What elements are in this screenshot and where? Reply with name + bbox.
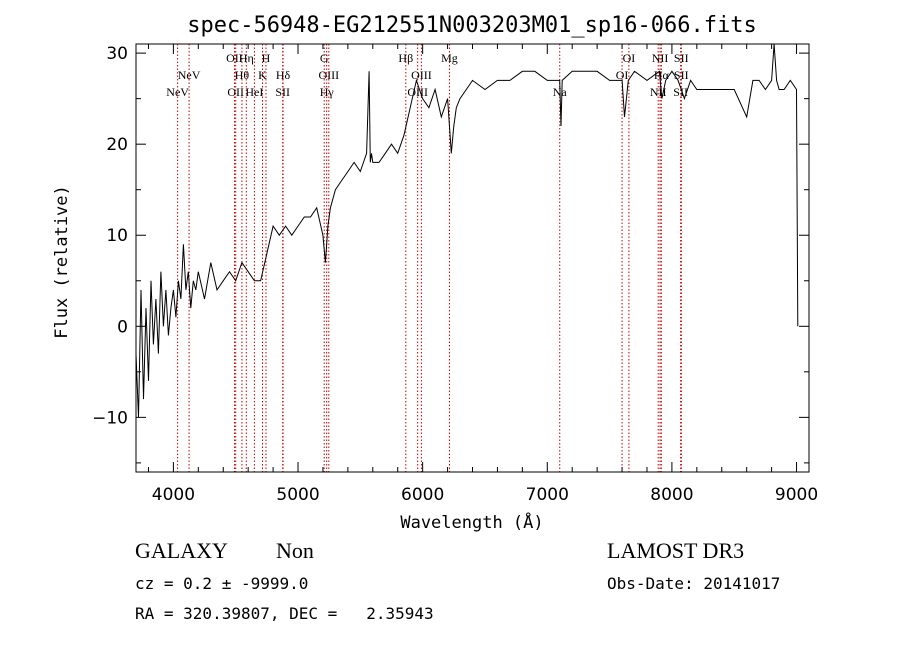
x-tick-label-5: 9000 [775, 485, 818, 505]
spectral-line-label-7: H [262, 51, 271, 65]
spectral-line-label-8: K [258, 68, 267, 82]
spectral-line-label-19: OI [623, 51, 636, 65]
spectral-line-label-5: OII [227, 85, 244, 99]
spectral-line-label-0: NeV [166, 85, 189, 99]
spectral-line-label-1: NeV [178, 68, 201, 82]
x-tick-label-2: 6000 [401, 485, 444, 505]
spectral-line-label-11: G [320, 51, 329, 65]
y-tick-label-1: 0 [117, 317, 128, 337]
spectral-line-label-4: Hθ [235, 68, 250, 82]
spectral-line-label-2: OII [226, 51, 243, 65]
redshift-readout: cz = 0.2 ± -9999.0 [135, 574, 308, 593]
y-tick-label-4: 30 [106, 44, 128, 64]
spectral-line-label-14: Hβ [398, 51, 413, 65]
spectral-line-label-16: OIII [407, 85, 428, 99]
plot-frame [135, 43, 810, 473]
object-subclass: Non [276, 538, 314, 563]
spectrum-layer [135, 43, 799, 418]
survey-name: LAMOST DR3 [607, 538, 744, 563]
spectral-line-label-12: OIII [318, 68, 339, 82]
spectral-line-label-13: Hγ [320, 85, 335, 99]
spectral-line-label-21: NII [652, 51, 669, 65]
spectral-line-label-6: HeI [245, 85, 263, 99]
x-tick-label-1: 5000 [276, 485, 319, 505]
spectral-line-label-3: Hη [239, 51, 254, 65]
coordinates-readout: RA = 320.39807, DEC = 2.35943 [135, 604, 434, 623]
spectral-line-label-22: Hα [654, 68, 670, 82]
spectral-line-label-10: SII [275, 85, 290, 99]
spectral-line-label-24: SII [674, 51, 689, 65]
axis-ticks: 4000 5000 6000 7000 8000 9000 −10 0 10 20 30 [92, 44, 818, 505]
chart-title: spec-56948-EG212551N003203M01_sp16-066.f… [187, 13, 757, 38]
y-tick-label-2: 10 [106, 226, 128, 246]
spectral-line-label-17: Mg [441, 51, 458, 65]
spectral-line-label-15: OIII [411, 68, 432, 82]
spectral-line-label-25: SII [674, 68, 689, 82]
spectral-line-label-9: Hδ [276, 68, 291, 82]
spectral-line-label-26: SII [673, 85, 688, 99]
y-axis-label: Flux (relative) [52, 185, 72, 339]
x-tick-label-3: 7000 [526, 485, 569, 505]
spectral-line-label-20: OI [616, 68, 629, 82]
x-tick-label-0: 4000 [152, 485, 195, 505]
observation-date: Obs-Date: 20141017 [607, 574, 780, 593]
y-tick-label-3: 20 [106, 135, 128, 155]
spectrum-line [135, 43, 799, 418]
y-tick-label-0: −10 [92, 408, 128, 428]
spectral-lines-layer [177, 44, 682, 472]
x-tick-label-4: 8000 [650, 485, 693, 505]
x-axis-label: Wavelength (Å) [400, 511, 543, 533]
object-type: GALAXY [135, 538, 228, 563]
